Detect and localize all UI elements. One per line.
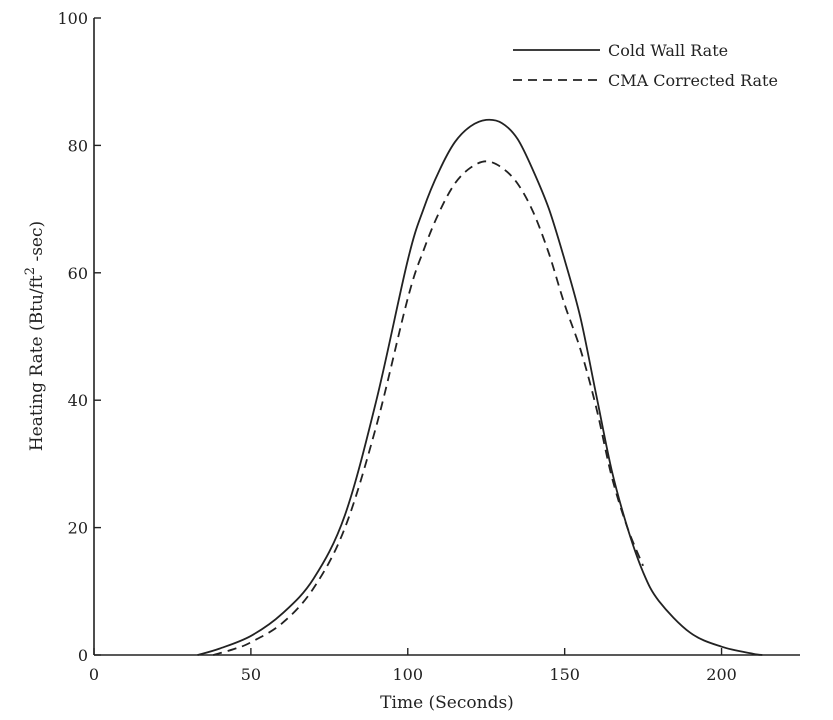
y-tick-label: 20 — [68, 519, 88, 538]
series-line-cold-wall-rate — [197, 118, 763, 656]
series-line-cma-corrected-rate — [212, 160, 644, 656]
x-tick-label: 0 — [89, 665, 99, 684]
x-tick-label: 50 — [241, 665, 261, 684]
y-tick-label: 40 — [68, 391, 88, 410]
y-axis-label-sup: 2 — [23, 267, 38, 275]
legend-label-cma: CMA Corrected Rate — [608, 71, 778, 90]
y-tick-label: 60 — [68, 264, 88, 283]
x-axis-label: Time (Seconds) — [380, 693, 514, 713]
legend: Cold Wall Rate CMA Corrected Rate — [513, 41, 778, 90]
y-tick-label: 100 — [57, 9, 88, 28]
y-tick-label: 80 — [68, 136, 88, 155]
series-lines — [197, 118, 763, 656]
y-ticks: 0 20 40 60 80 100 — [57, 9, 101, 665]
x-tick-label: 150 — [549, 665, 580, 684]
y-axis-label: Heating Rate (Btu/ft2 -sec) — [23, 221, 47, 451]
legend-label-cold-wall: Cold Wall Rate — [608, 41, 728, 60]
y-axis-label-main: Heating Rate (Btu/ft — [27, 275, 47, 451]
y-axis-label-tail: -sec) — [27, 221, 47, 267]
x-ticks: 0 50 100 150 200 — [89, 648, 737, 684]
x-tick-label: 100 — [393, 665, 424, 684]
y-tick-label: 0 — [78, 646, 88, 665]
x-tick-label: 200 — [706, 665, 737, 684]
